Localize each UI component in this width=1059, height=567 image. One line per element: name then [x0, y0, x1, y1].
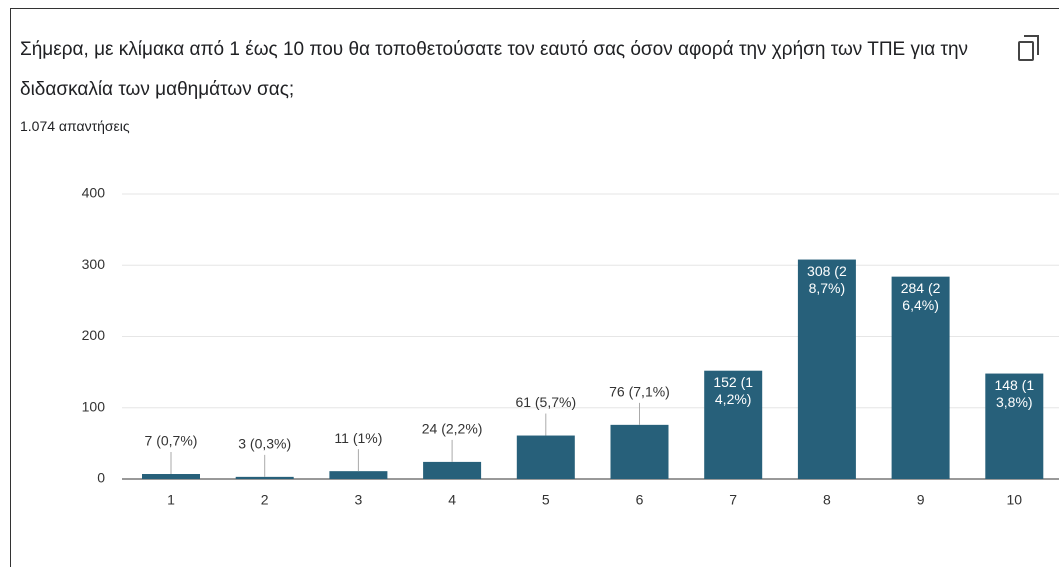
x-tick-label: 2	[261, 492, 269, 508]
data-label: 3 (0,3%)	[238, 436, 291, 452]
data-label: 24 (2,2%)	[422, 421, 483, 437]
data-label: 152 (14,2%)	[713, 373, 754, 407]
data-label: 308 (28,7%)	[807, 262, 847, 296]
bar	[142, 474, 200, 479]
x-tick-label: 8	[823, 492, 831, 508]
bar	[610, 424, 669, 479]
bar	[235, 476, 294, 479]
card	[10, 8, 1059, 567]
bar	[329, 471, 388, 479]
y-tick-label: 300	[82, 256, 106, 272]
bar	[985, 373, 1044, 479]
x-tick-label: 7	[729, 492, 737, 508]
data-label: 11 (1%)	[334, 430, 382, 446]
x-tick-label: 1	[167, 492, 175, 508]
response-count: 1.074 απαντήσεις	[20, 118, 130, 134]
data-label: 284 (26,4%)	[900, 279, 941, 313]
y-tick-label: 200	[82, 327, 106, 343]
x-tick-label: 6	[636, 492, 644, 508]
x-tick-label: 10	[1007, 492, 1023, 508]
data-label: 7 (0,7%)	[145, 433, 198, 449]
bar	[516, 435, 575, 479]
x-tick-label: 9	[917, 492, 925, 508]
x-tick-label: 3	[355, 492, 363, 508]
bar	[797, 259, 856, 479]
y-tick-label: 100	[82, 398, 106, 414]
data-label: 76 (7,1%)	[609, 384, 670, 400]
x-tick-label: 5	[542, 492, 550, 508]
data-label: 61 (5,7%)	[515, 394, 576, 410]
data-label: 148 (13,8%)	[994, 376, 1035, 410]
bar	[704, 370, 763, 479]
copy-icon[interactable]	[1018, 35, 1039, 61]
y-tick-label: 400	[82, 185, 106, 201]
bar	[891, 276, 950, 479]
question-title: Σήμερα, με κλίμακα από 1 έως 10 που θα τ…	[20, 39, 969, 100]
x-tick-label: 4	[448, 492, 456, 508]
bar	[423, 461, 482, 479]
y-tick-label: 0	[97, 470, 105, 486]
